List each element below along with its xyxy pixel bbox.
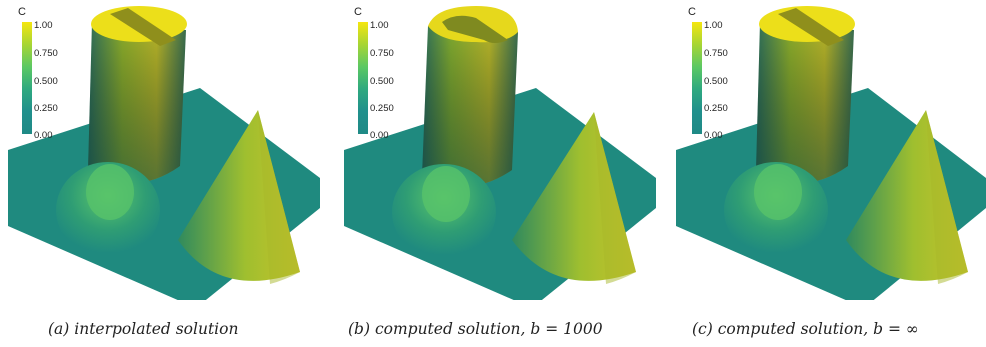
colorbar-tick: 0.750 bbox=[370, 48, 394, 59]
colorbar-tick: 0.750 bbox=[704, 48, 728, 59]
colorbar-tick: 0.500 bbox=[34, 76, 58, 87]
colorbar-title: C bbox=[688, 6, 696, 18]
caption-b: (b) computed solution, b = 1000 bbox=[348, 320, 603, 338]
colorbar: C 1.00 0.750 0.500 0.250 0.00 bbox=[18, 6, 78, 141]
caption-c: (c) computed solution, b = ∞ bbox=[692, 320, 919, 338]
colorbar-tick: 0.250 bbox=[704, 103, 728, 114]
colorbar-tick: 0.500 bbox=[370, 76, 394, 87]
colorbar-title: C bbox=[354, 6, 362, 18]
colorbar-tick: 1.00 bbox=[370, 20, 389, 31]
colorbar-title: C bbox=[18, 6, 26, 18]
cylinder-slot bbox=[110, 8, 176, 46]
colorbar-tick: 0.00 bbox=[34, 130, 53, 141]
colorbar-tick: 0.750 bbox=[34, 48, 58, 59]
colorbar-tick: 1.00 bbox=[34, 20, 53, 31]
cylinder-slot bbox=[442, 15, 508, 43]
colorbar-tick: 0.250 bbox=[34, 103, 58, 114]
colorbar-tick: 0.00 bbox=[370, 130, 389, 141]
cylinder-slot bbox=[778, 8, 844, 46]
surface-plot-a bbox=[8, 6, 320, 300]
figure-panel-c: C 1.00 0.750 0.500 0.250 0.00 bbox=[670, 0, 986, 300]
surface-plot-c bbox=[676, 6, 986, 300]
caption-a: (a) interpolated solution bbox=[48, 320, 239, 338]
colorbar-gradient bbox=[358, 22, 368, 134]
colorbar-gradient bbox=[692, 22, 702, 134]
figure-panel-a: C 1.00 0.750 0.500 0.250 0.00 bbox=[0, 0, 320, 300]
colorbar-tick: 1.00 bbox=[704, 20, 723, 31]
colorbar: C 1.00 0.750 0.500 0.250 0.00 bbox=[354, 6, 414, 141]
surface-plot-b bbox=[344, 6, 656, 300]
colorbar-tick: 0.250 bbox=[370, 103, 394, 114]
colorbar-tick: 0.00 bbox=[704, 130, 723, 141]
figure-panel-b: C 1.00 0.750 0.500 0.250 0.00 bbox=[336, 0, 656, 300]
colorbar-tick: 0.500 bbox=[704, 76, 728, 87]
colorbar-gradient bbox=[22, 22, 32, 134]
colorbar: C 1.00 0.750 0.500 0.250 0.00 bbox=[688, 6, 748, 141]
